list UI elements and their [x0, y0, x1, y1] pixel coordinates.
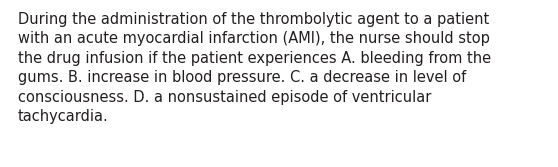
- Text: with an acute myocardial infarction (AMI), the nurse should stop: with an acute myocardial infarction (AMI…: [18, 32, 490, 46]
- Text: During the administration of the thrombolytic agent to a patient: During the administration of the thrombo…: [18, 12, 489, 27]
- Text: tachycardia.: tachycardia.: [18, 110, 109, 125]
- Text: gums. B. increase in blood pressure. C. a decrease in level of: gums. B. increase in blood pressure. C. …: [18, 70, 466, 86]
- Text: the drug infusion if the patient experiences A. bleeding from the: the drug infusion if the patient experie…: [18, 51, 491, 66]
- Text: consciousness. D. a nonsustained episode of ventricular: consciousness. D. a nonsustained episode…: [18, 90, 431, 105]
